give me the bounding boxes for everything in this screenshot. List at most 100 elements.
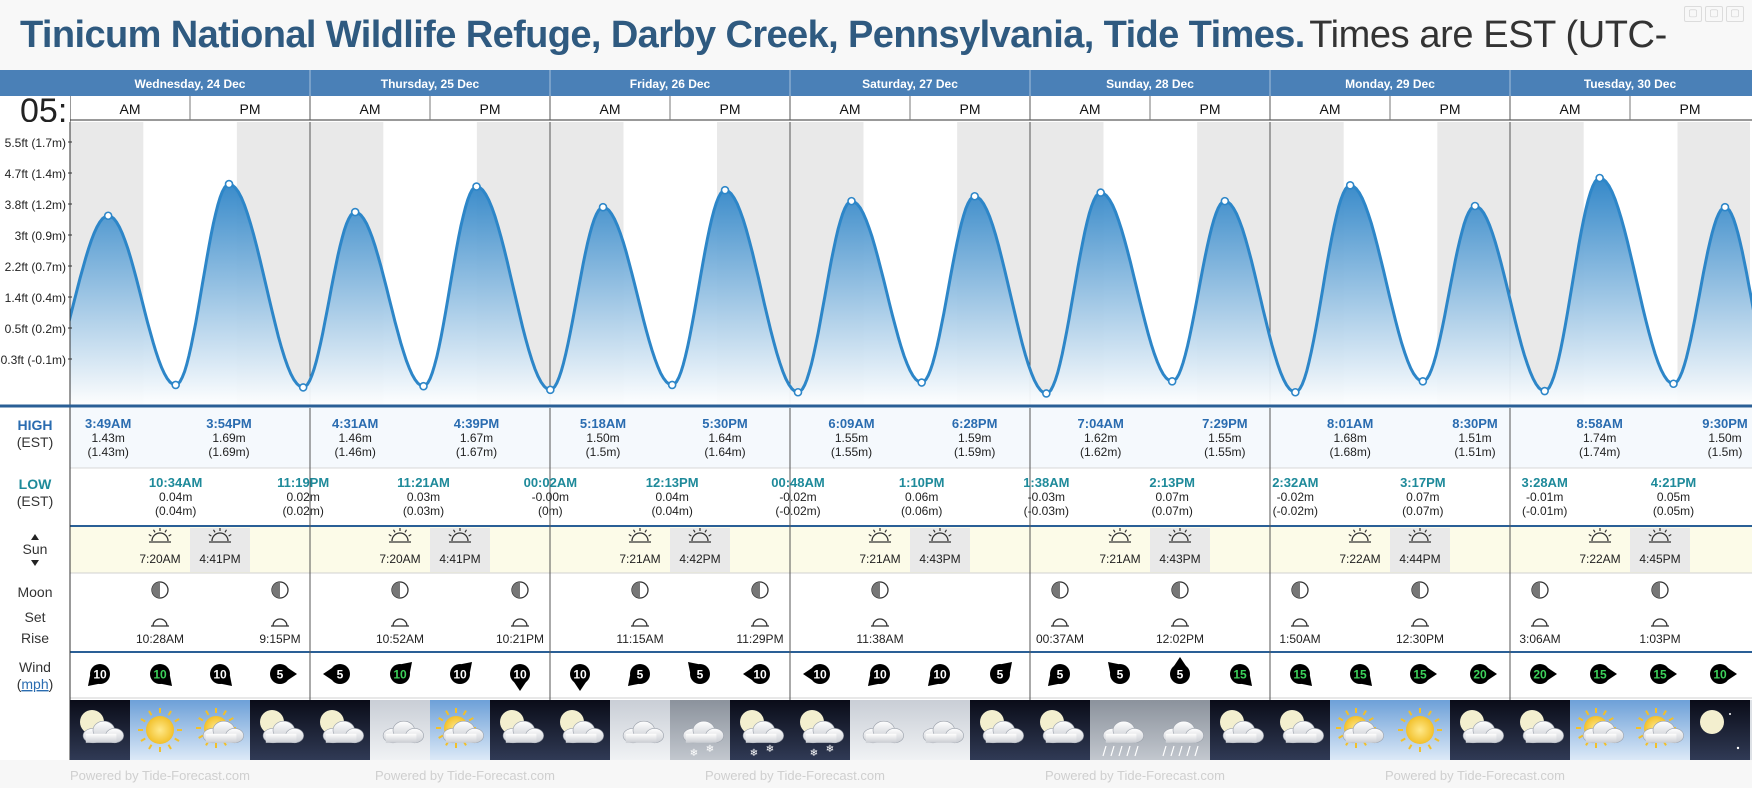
moonrise-time: 11:15AM xyxy=(616,632,663,646)
weather-night-cloudy-icon xyxy=(250,700,310,760)
wind-indicator: 15 xyxy=(1350,664,1373,687)
low-tide-height: 0.05m xyxy=(1657,490,1690,504)
wind-indicator: 10 xyxy=(150,664,173,687)
low-tide-point xyxy=(1291,387,1300,397)
weather-night-cloudy-icon xyxy=(970,700,1030,760)
low-tide-time: 4:21PM xyxy=(1651,475,1697,490)
moon-phase-icon xyxy=(511,581,529,599)
wind-speed: 15 xyxy=(1653,668,1667,682)
moon-phase-icon xyxy=(151,581,169,599)
low-tide-time: 12:13PM xyxy=(646,475,699,490)
low-tide-height-alt: (-0.03m) xyxy=(1024,504,1069,518)
weather-day-cloudy-icon xyxy=(1330,700,1390,760)
weather-cloudy-snow-icon: ❄ ❄ xyxy=(670,700,730,760)
footer-watermark: Powered by Tide-Forecast.com xyxy=(1385,768,1565,783)
wind-speed: 5 xyxy=(277,668,284,682)
low-tide-height: -0.02m xyxy=(1277,490,1314,504)
high-tide-height-alt: (1.55m) xyxy=(831,445,872,459)
am-label: AM xyxy=(600,101,621,117)
wind-unit-link[interactable]: mph xyxy=(21,676,48,692)
low-tide-height: 0.07m xyxy=(1155,490,1188,504)
title-timezone: Times are EST (UTC- xyxy=(1309,14,1667,56)
share-icon-2[interactable]: ▢ xyxy=(1705,6,1723,22)
sun-down-arrow-icon xyxy=(31,560,39,566)
sunrise-time: 7:22AM xyxy=(1339,552,1380,566)
day-header-bar xyxy=(0,70,1752,96)
wind-indicator: 5 xyxy=(323,664,350,684)
high-tide-time: 8:58AM xyxy=(1577,416,1623,431)
moonrise-time: 12:30PM xyxy=(1396,632,1444,646)
high-tide-height: 1.68m xyxy=(1333,431,1366,445)
moonset-icon xyxy=(511,618,529,627)
share-icon-1[interactable]: ▢ xyxy=(1684,6,1702,22)
high-tide-point xyxy=(224,179,234,189)
high-tide-time: 8:01AM xyxy=(1327,416,1373,431)
high-tide-height-alt: (1.55m) xyxy=(1204,445,1245,459)
sunset-time: 4:45PM xyxy=(1639,552,1680,566)
high-tide-point xyxy=(472,182,481,191)
footer-watermark: Powered by Tide-Forecast.com xyxy=(375,768,555,783)
wind-arrow-icon xyxy=(1728,668,1737,680)
wind-arrow-icon xyxy=(1174,657,1186,666)
wind-speed: 5 xyxy=(697,668,704,682)
low-tide-point xyxy=(1418,377,1428,386)
sunset-icon xyxy=(1408,528,1432,543)
low-tide-time: 11:19PM xyxy=(277,475,329,490)
wind-indicator: 15 xyxy=(1290,664,1313,687)
moon-set-label: Set xyxy=(24,609,45,625)
sunset-cell xyxy=(1630,528,1690,572)
wind-arrow-icon xyxy=(1488,668,1497,680)
moon-phase-icon xyxy=(1171,581,1189,599)
wind-speed: 10 xyxy=(153,668,167,682)
moon-phase-icon xyxy=(1411,581,1429,599)
wind-speed: 10 xyxy=(1713,668,1727,682)
moonset-time: 3:06AM xyxy=(1519,632,1560,646)
moon-phase-icon xyxy=(1051,581,1069,599)
footer-row xyxy=(0,760,1752,788)
wind-indicator: 5 xyxy=(270,664,297,684)
wind-speed: 15 xyxy=(1593,668,1607,682)
low-tide-height-alt: (-0.02m) xyxy=(1273,504,1318,518)
footer-watermark: Powered by Tide-Forecast.com xyxy=(1045,768,1225,783)
ampm-row xyxy=(70,96,1752,120)
low-tide-height: 0.07m xyxy=(1406,490,1439,504)
sunrise-time: 7:20AM xyxy=(379,552,420,566)
wind-speed: 10 xyxy=(393,668,407,682)
sunrise-icon xyxy=(1588,528,1612,543)
wind-speed: 10 xyxy=(933,668,947,682)
sunrise-icon xyxy=(388,528,412,543)
wind-indicator: 10 xyxy=(510,664,530,691)
low-tide-height-alt: (0.06m) xyxy=(901,504,942,518)
share-icons[interactable]: ▢ ▢ ▢ xyxy=(1684,6,1744,22)
high-tide-height-alt: (1.74m) xyxy=(1579,445,1620,459)
wind-arrow-icon xyxy=(743,668,752,680)
am-label: AM xyxy=(360,101,381,117)
sunset-time: 4:42PM xyxy=(679,552,720,566)
day-header-label: Wednesday, 24 Dec xyxy=(135,77,246,91)
low-tide-time: 10:34AM xyxy=(149,475,202,490)
high-tide-height-alt: (1.69m) xyxy=(208,445,249,459)
moon-phase-icon xyxy=(271,581,289,599)
wind-speed: 10 xyxy=(873,668,887,682)
wind-indicator: 5 xyxy=(1047,664,1070,687)
high-tide-time: 4:39PM xyxy=(454,416,500,431)
clipped-label: 05: xyxy=(20,92,67,130)
wind-speed: 15 xyxy=(1293,668,1307,682)
high-tide-time: 7:04AM xyxy=(1078,416,1124,431)
sunset-time: 4:43PM xyxy=(1159,552,1200,566)
wind-speed: 5 xyxy=(1057,668,1064,682)
sunset-cell xyxy=(1390,528,1450,572)
low-tide-height-alt: (-0.01m) xyxy=(1522,504,1567,518)
weather-cloudy-icon xyxy=(850,700,910,760)
low-tide-height: -0.00m xyxy=(532,490,569,504)
low-tide-point xyxy=(298,383,308,392)
day-header-label: Monday, 29 Dec xyxy=(1345,77,1435,91)
wind-indicator: 10 xyxy=(390,661,413,684)
weather-cloudy-rain-icon xyxy=(1150,700,1210,760)
pm-label: PM xyxy=(1200,101,1221,117)
share-icon-3[interactable]: ▢ xyxy=(1726,6,1744,22)
moon-phase-icon xyxy=(871,581,889,599)
sun-row-label: Sun xyxy=(23,541,48,557)
moon-row-label: Moon xyxy=(17,584,52,600)
sunrise-time: 7:21AM xyxy=(859,552,900,566)
